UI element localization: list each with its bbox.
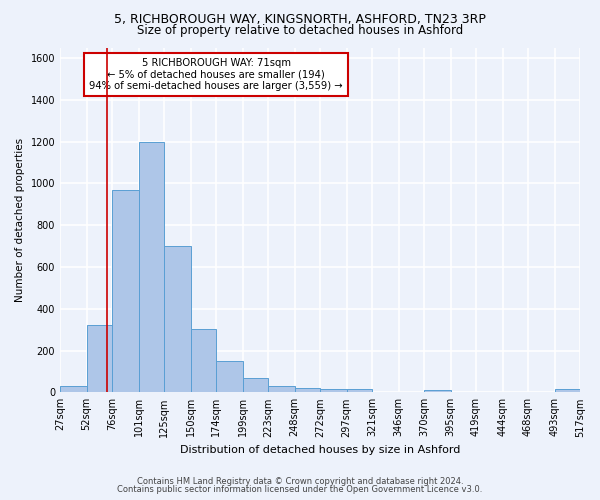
- Bar: [164, 246, 191, 392]
- Bar: [320, 389, 347, 392]
- X-axis label: Distribution of detached houses by size in Ashford: Distribution of detached houses by size …: [180, 445, 460, 455]
- Bar: [191, 328, 216, 392]
- Bar: [216, 361, 242, 392]
- Text: 5 RICHBOROUGH WAY: 71sqm
← 5% of detached houses are smaller (194)
94% of semi-d: 5 RICHBOROUGH WAY: 71sqm ← 5% of detache…: [89, 58, 343, 91]
- Text: Contains HM Land Registry data © Crown copyright and database right 2024.: Contains HM Land Registry data © Crown c…: [137, 477, 463, 486]
- Bar: [60, 386, 86, 392]
- Text: Contains public sector information licensed under the Open Government Licence v3: Contains public sector information licen…: [118, 485, 482, 494]
- Bar: [139, 142, 164, 392]
- Bar: [295, 388, 320, 392]
- Bar: [242, 378, 268, 392]
- Y-axis label: Number of detached properties: Number of detached properties: [15, 138, 25, 302]
- Bar: [424, 390, 451, 392]
- Text: Size of property relative to detached houses in Ashford: Size of property relative to detached ho…: [137, 24, 463, 37]
- Bar: [268, 386, 295, 392]
- Text: 5, RICHBOROUGH WAY, KINGSNORTH, ASHFORD, TN23 3RP: 5, RICHBOROUGH WAY, KINGSNORTH, ASHFORD,…: [114, 12, 486, 26]
- Bar: [86, 326, 112, 392]
- Bar: [347, 389, 372, 392]
- Bar: [112, 190, 139, 392]
- Bar: [554, 389, 580, 392]
